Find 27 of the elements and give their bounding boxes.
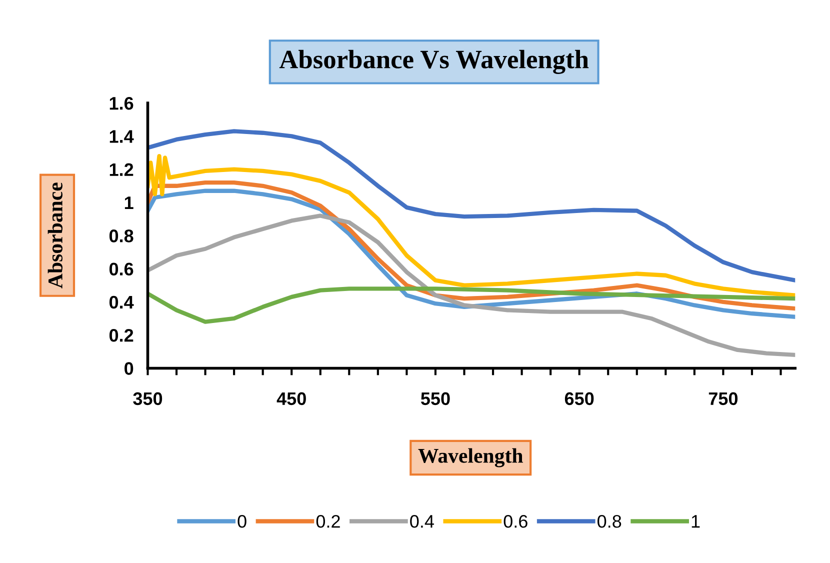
y-tick-label: 1 bbox=[124, 196, 134, 210]
line-series bbox=[148, 286, 796, 324]
x-axis-title: Wavelength bbox=[418, 448, 523, 468]
line-series bbox=[148, 129, 796, 282]
x-tick-label: 750 bbox=[708, 392, 738, 406]
x-tick-label: 450 bbox=[276, 392, 306, 406]
y-tick-label: 0.2 bbox=[109, 328, 134, 342]
x-tick-label: 350 bbox=[133, 392, 162, 406]
x-tick-label: 550 bbox=[420, 392, 450, 406]
legend-label: 0.6 bbox=[504, 514, 528, 528]
line-series bbox=[148, 214, 796, 358]
y-tick-label: 1.6 bbox=[110, 96, 134, 110]
legend-label: 0.8 bbox=[598, 514, 622, 528]
y-tick-label: 0.8 bbox=[109, 230, 134, 242]
x-tick-label: 650 bbox=[564, 392, 594, 406]
y-tick-label: 1.4 bbox=[110, 130, 134, 143]
legend-label: 0.4 bbox=[410, 514, 434, 528]
y-tick-label: 0.6 bbox=[109, 262, 134, 276]
legend-label: 0 bbox=[238, 514, 246, 528]
y-tick-label: 0 bbox=[124, 362, 134, 375]
legend-label: 1 bbox=[692, 515, 700, 528]
y-tick-label: 0.4 bbox=[109, 296, 134, 309]
y-axis-title: Absorbance bbox=[48, 182, 62, 288]
y-tick-label: 1.2 bbox=[110, 163, 134, 176]
chart-title: Absorbance Vs Wavelength bbox=[279, 50, 589, 74]
line-series bbox=[148, 154, 796, 298]
legend-label: 0.2 bbox=[316, 514, 340, 528]
